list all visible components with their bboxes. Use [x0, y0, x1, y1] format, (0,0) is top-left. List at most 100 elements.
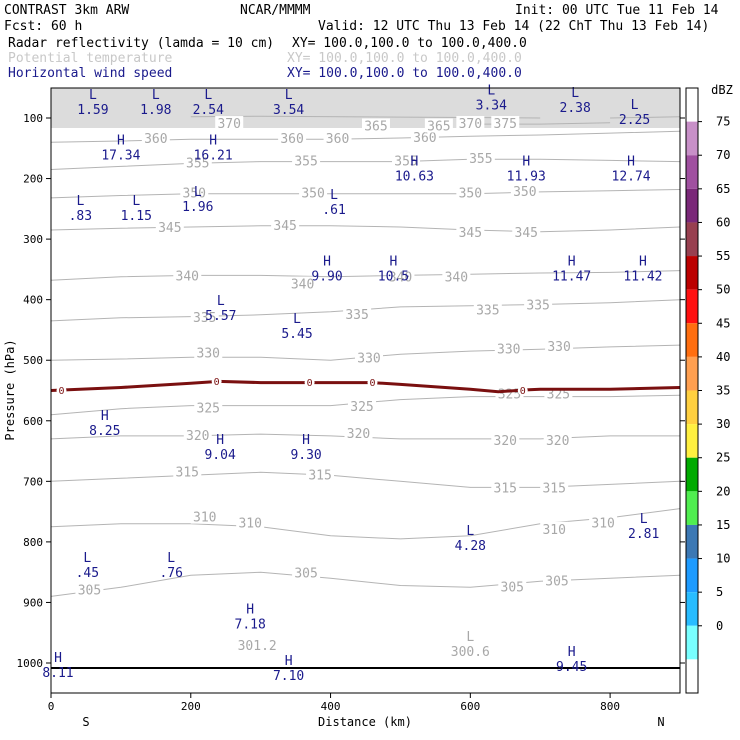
- isentrope-label-355: 355: [469, 152, 492, 167]
- colorbar-level-65: 65: [716, 182, 730, 196]
- x-axis: 0 200 400 600 800: [48, 693, 620, 713]
- colorbar-swatch-14: [686, 558, 698, 593]
- wind-extremum-value-1: 1.98: [140, 103, 171, 118]
- wind-extremum-type-24: H: [302, 433, 310, 448]
- isentrope-label-bg: [236, 515, 265, 530]
- x-tick-label: 600: [460, 700, 480, 713]
- isentrope-label-315: 315: [494, 482, 517, 497]
- isentrope-label-bg: [498, 579, 527, 594]
- isentrope-label-375: 375: [494, 117, 517, 132]
- isentrope-label-370: 370: [459, 117, 482, 132]
- isentrope-label-320: 320: [546, 434, 569, 449]
- isentrope-label-bg: [491, 432, 520, 447]
- isentrope-label-360: 360: [280, 132, 303, 147]
- isentrope-label-335: 335: [193, 311, 216, 326]
- wind-extremum-type-28: L: [167, 551, 175, 566]
- isentrope-label-bg: [361, 118, 390, 133]
- wind-extremum-type-3: L: [285, 88, 293, 103]
- reflectivity-contour-label-bg: [367, 377, 378, 388]
- colorbar-swatch-5: [686, 256, 698, 290]
- plot-area: 305 305 305 305 310 310 310 310 315 315 315 315 320 3…: [42, 84, 681, 694]
- colorbar-level-25: 25: [716, 451, 730, 465]
- isentrope-label-340: 340: [176, 270, 199, 285]
- wind-extremum-type-29: H: [246, 603, 254, 618]
- colorbar-swatch-10: [686, 424, 698, 458]
- reflectivity-contour-label: 0: [214, 377, 220, 388]
- wind-extremum-value-32: 8.11: [42, 666, 73, 681]
- colorbar-swatch-17: [686, 659, 698, 693]
- isentrope-label-bg: [491, 480, 520, 495]
- isentrope-label-310: 310: [238, 517, 261, 532]
- isentrope-label-370: 370: [217, 117, 240, 132]
- wind-extremum-type-13: L: [132, 194, 140, 209]
- isentrope-label-340: 340: [389, 270, 412, 285]
- isentrope-label-bg: [410, 129, 439, 144]
- isentrope-label-bg: [299, 185, 328, 200]
- reflectivity-contour-layer: 0 0 0 0 0: [51, 376, 680, 397]
- wind-extremum-type-30: H: [285, 654, 293, 669]
- plot-frame: [50, 87, 681, 694]
- wind-extremum-type-8: H: [209, 133, 217, 148]
- isentrope-label-350: 350: [513, 185, 536, 200]
- reflectivity-contour-label-bg: [517, 385, 528, 396]
- y-tick-label: 800: [23, 536, 43, 549]
- isentrope-label-bg: [183, 427, 212, 442]
- isentrope-340: [51, 270, 680, 281]
- isentrope-label-bg: [524, 297, 553, 312]
- colorbar-swatch-1: [686, 121, 698, 156]
- theta-extremum-value-1: 301.2: [238, 639, 277, 654]
- colorbar-swatch-11: [686, 457, 698, 492]
- isentrope-370: [190, 115, 541, 119]
- wind-extremum-type-5: L: [571, 86, 579, 101]
- reflectivity-contour-label: 0: [520, 386, 526, 397]
- wind-extremum-type-4: L: [487, 84, 495, 99]
- colorbar-swatch-2: [686, 155, 698, 189]
- wind-extremum-type-18: H: [568, 254, 576, 269]
- wind-extremum-type-11: H: [627, 154, 635, 169]
- forecast-hour: Fcst: 60 h: [4, 19, 82, 34]
- isentrope-label-320: 320: [494, 434, 517, 449]
- colorbar-level-0: 0: [716, 619, 723, 633]
- isentrope-label-bg: [271, 217, 300, 232]
- colorbar-level-20: 20: [716, 484, 730, 498]
- wind-extremum-value-3: 3.54: [273, 103, 304, 118]
- wind-extremum-value-26: 4.28: [455, 539, 486, 554]
- wind-extremum-type-15: L: [330, 188, 338, 203]
- wind-extremum-value-17: 10.5: [378, 269, 409, 284]
- x-tick-label: 0: [48, 700, 55, 713]
- colorbar-level-70: 70: [716, 148, 730, 162]
- wind-extremum-value-10: 11.93: [507, 169, 546, 184]
- colorbar-level-60: 60: [716, 215, 730, 229]
- wind-extremum-value-15: .61: [322, 203, 345, 218]
- isentrope-label-325: 325: [197, 402, 220, 417]
- x-axis-label: Distance (km): [318, 715, 412, 729]
- isentrope-label-bg: [306, 467, 335, 482]
- colorbar-swatch-13: [686, 524, 698, 559]
- field-wind-name: Horizontal wind speed: [8, 66, 172, 81]
- isentrope-label-bg: [456, 116, 485, 131]
- isentrope-label-360: 360: [144, 132, 167, 147]
- isentrope-350: [51, 189, 680, 199]
- isentrope-label-345: 345: [158, 221, 181, 236]
- isentrope-label-360: 360: [413, 131, 436, 146]
- y-tick-label: 600: [23, 415, 43, 428]
- isentrope-label-335: 335: [476, 304, 499, 319]
- isentrope-label-bg: [424, 118, 453, 133]
- wind-extremum-type-27: L: [83, 551, 91, 566]
- isentrope-label-bg: [543, 432, 572, 447]
- isentrope-label-bg: [466, 151, 495, 166]
- reflectivity-contour-label-bg: [56, 385, 67, 396]
- y-tick-label: 900: [23, 596, 43, 609]
- isentrope-label-bg: [494, 341, 523, 356]
- y-tick-label: 200: [23, 173, 43, 186]
- y-axis: 100 200 300 400 500 600 700 800 900 1000: [17, 112, 685, 670]
- isentrope-label-330: 330: [357, 351, 380, 366]
- isentrope-label-bg: [344, 426, 373, 441]
- isentrope-label-bg: [194, 400, 223, 415]
- isentrope-label-bg: [354, 350, 383, 365]
- wind-extremum-value-20: 5.57: [205, 309, 236, 324]
- colorbar-level-35: 35: [716, 384, 730, 398]
- isentrope-label-340: 340: [445, 270, 468, 285]
- wind-extremum-value-11: 12.74: [612, 169, 651, 184]
